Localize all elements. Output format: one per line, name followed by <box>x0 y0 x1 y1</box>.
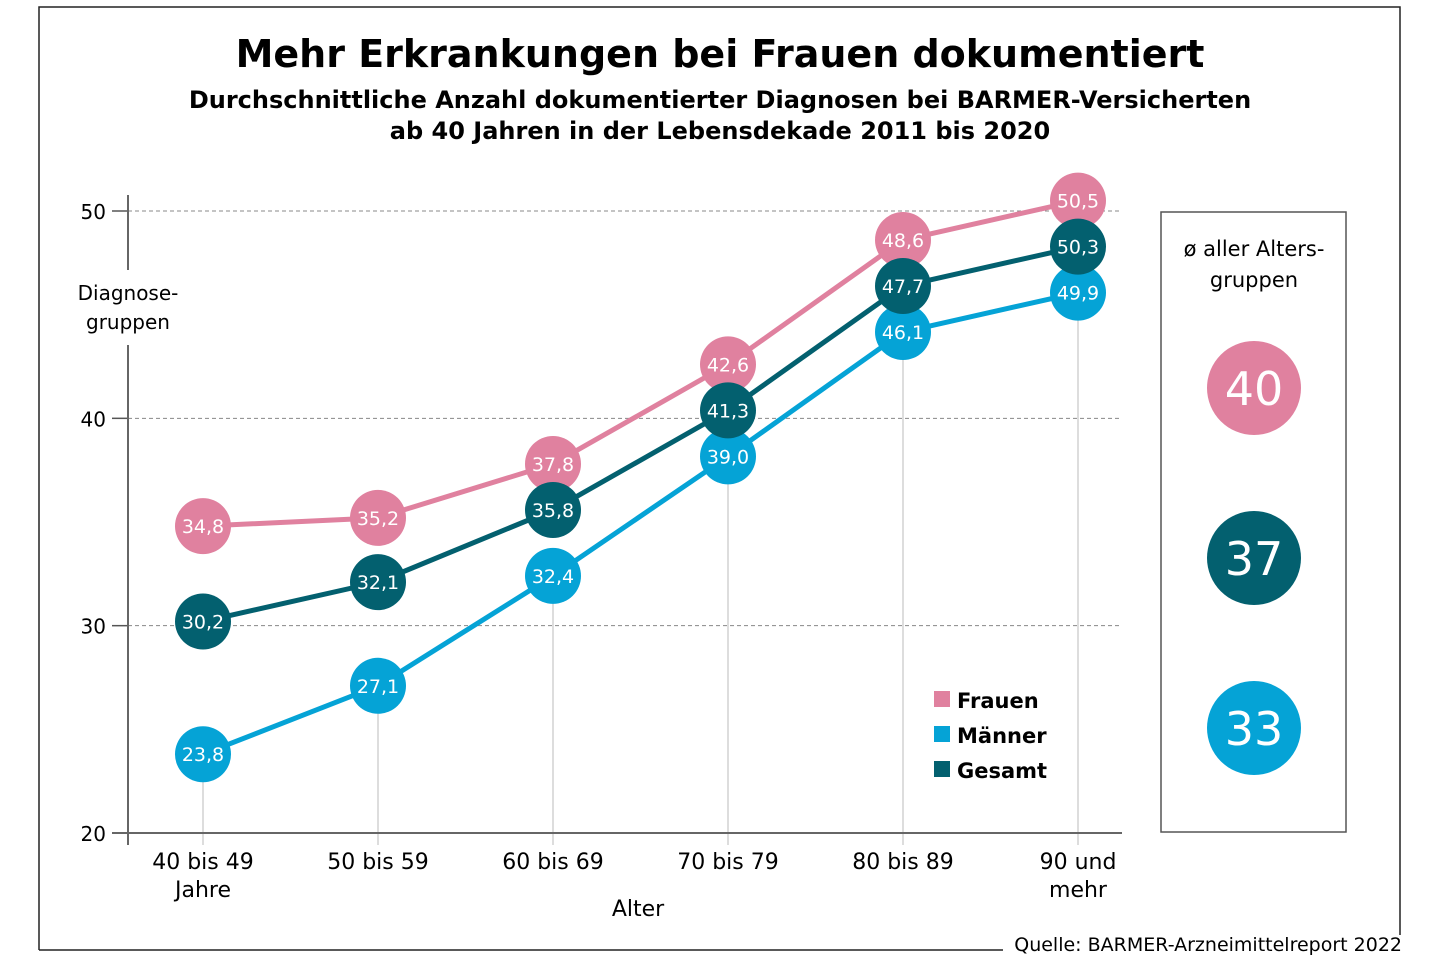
chart-subtitle-1: Durchschnittliche Anzahl dokumentierter … <box>189 86 1251 114</box>
x-tick-label: 60 bis 69 <box>502 850 604 875</box>
data-label: 27,1 <box>357 676 399 698</box>
data-point <box>1050 218 1106 275</box>
legend-label: Männer <box>957 724 1047 748</box>
chart-subtitle-2: ab 40 Jahren in der Lebensdekade 2011 bi… <box>390 117 1050 145</box>
data-label: 39,0 <box>707 446 749 468</box>
data-point <box>525 547 581 604</box>
series-line-frauen <box>202 198 1079 529</box>
average-value: 33 <box>1225 702 1284 756</box>
data-label: 30,2 <box>182 612 224 634</box>
source-note: Quelle: BARMER-Arzneimittelreport 2022 <box>1014 934 1402 956</box>
data-label: 32,1 <box>357 572 399 594</box>
x-tick-label: 70 bis 79 <box>677 850 779 875</box>
x-tick-label: mehr <box>1049 878 1108 903</box>
y-axis-label: gruppen <box>86 310 170 334</box>
legend-label: Frauen <box>957 689 1039 713</box>
average-value: 40 <box>1225 362 1284 416</box>
x-tick-label: 40 bis 49 <box>152 850 254 875</box>
data-point <box>875 212 931 269</box>
average-circle-gesamt <box>1207 511 1301 605</box>
legend-label: Gesamt <box>957 759 1047 783</box>
legend-swatch <box>934 691 950 707</box>
y-tick-label: 40 <box>81 407 106 431</box>
legend-swatch <box>934 761 950 777</box>
averages-title: gruppen <box>1210 268 1298 292</box>
averages-title: ø aller Alters- <box>1184 237 1325 261</box>
y-tick-label: 30 <box>81 615 106 639</box>
data-label: 50,3 <box>1057 237 1099 259</box>
data-point <box>1050 172 1106 229</box>
averages-box <box>1160 211 1347 833</box>
frame <box>38 6 1401 950</box>
data-label: 42,6 <box>707 354 749 376</box>
data-point <box>700 382 756 439</box>
legend-swatch <box>934 726 950 742</box>
series-line-männer <box>202 290 1079 757</box>
data-label: 49,9 <box>1057 283 1099 305</box>
chart-title: Mehr Erkrankungen bei Frauen dokumentier… <box>236 32 1205 76</box>
average-circle-männer <box>1207 681 1301 775</box>
y-axis-label: Diagnose- <box>78 281 179 305</box>
data-point <box>350 489 406 546</box>
average-value: 37 <box>1225 532 1284 586</box>
data-label: 35,2 <box>357 508 399 530</box>
series-line-gesamt <box>202 244 1079 624</box>
data-point <box>1050 264 1106 321</box>
data-label: 41,3 <box>707 400 749 422</box>
data-point <box>700 336 756 393</box>
y-tick-label: 20 <box>81 822 106 846</box>
data-label: 35,8 <box>532 500 574 522</box>
data-label: 46,1 <box>882 322 924 344</box>
data-point <box>350 657 406 714</box>
data-point <box>700 428 756 485</box>
data-point <box>175 593 231 650</box>
data-point <box>350 554 406 611</box>
data-label: 47,7 <box>882 276 924 298</box>
x-tick-label: 80 bis 89 <box>852 850 954 875</box>
data-point <box>175 498 231 555</box>
data-label: 50,5 <box>1057 191 1099 213</box>
x-tick-label: 50 bis 59 <box>327 850 429 875</box>
data-point <box>175 726 231 783</box>
data-label: 32,4 <box>532 566 574 588</box>
data-point <box>525 481 581 538</box>
average-circle-frauen <box>1207 341 1301 435</box>
data-label: 48,6 <box>882 230 924 252</box>
data-point <box>875 258 931 315</box>
x-axis-label: Alter <box>612 897 665 922</box>
y-tick-label: 50 <box>81 200 106 224</box>
x-tick-label: Jahre <box>173 878 231 903</box>
data-point <box>875 304 931 361</box>
x-tick-label: 90 und <box>1040 850 1117 875</box>
data-label: 37,8 <box>532 454 574 476</box>
data-label: 23,8 <box>182 744 224 766</box>
data-point <box>525 435 581 492</box>
data-label: 34,8 <box>182 516 224 538</box>
